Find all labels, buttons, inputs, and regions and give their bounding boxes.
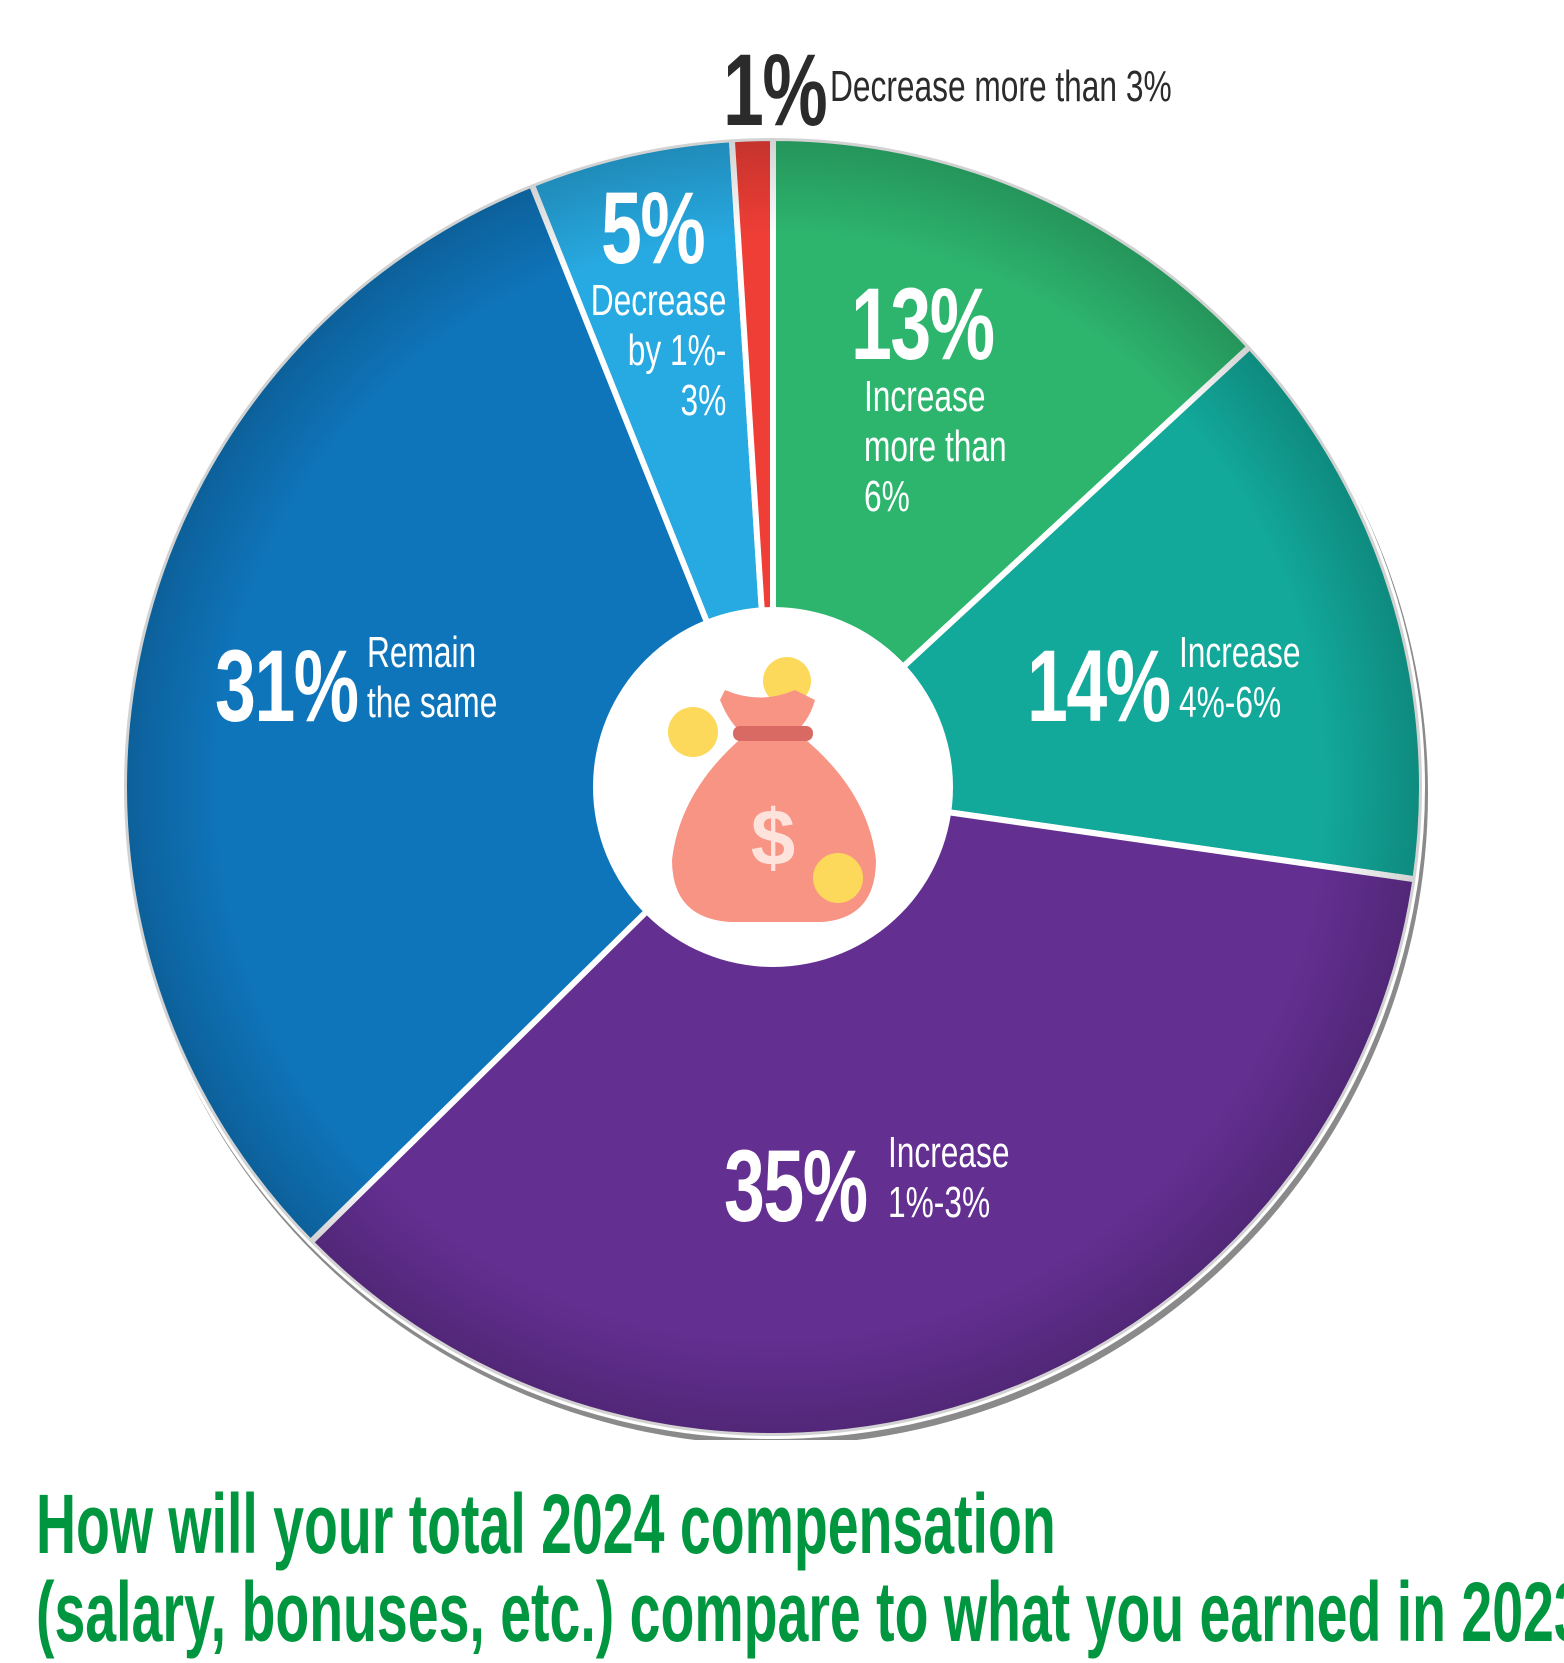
title-line-2: (salary, bonuses, etc.) compare to what …	[36, 1565, 1564, 1659]
label-value-increase-1-3: 35%	[724, 1129, 868, 1243]
label-line: 3%	[680, 376, 726, 425]
label-value-increase-4-6: 14%	[1027, 629, 1171, 743]
label-value-remain-same: 31%	[215, 629, 359, 743]
pie-chart: $	[124, 138, 1428, 1440]
label-line: Increase	[1179, 628, 1301, 677]
label-value-decrease-1-3: 5%	[601, 171, 706, 285]
label-line: Increase	[864, 372, 986, 421]
label-line: Remain	[367, 628, 477, 677]
label-line: 1%-3%	[888, 1178, 991, 1227]
label-line: 6%	[864, 472, 910, 521]
label-line: 4%-6%	[1179, 678, 1282, 727]
svg-text:$: $	[751, 793, 796, 882]
label-line: more than	[864, 422, 1007, 471]
label-text-remain-same: Remain the same	[367, 628, 497, 728]
money-bag-icon: $	[668, 657, 876, 922]
label-line: by 1%-	[627, 326, 726, 375]
label-value-decrease-more-than-3: 1%	[723, 33, 828, 147]
label-text-decrease-1-3: Decrease by 1%- 3%	[590, 276, 726, 426]
label-value-increase-more-than-6: 13%	[851, 267, 995, 381]
label-text-increase-more-than-6: Increase more than 6%	[864, 372, 1007, 522]
label-text-increase-4-6: Increase 4%-6%	[1179, 628, 1301, 728]
label-text-decrease-more-than-3: Decrease more than 3%	[830, 62, 1172, 111]
label-line: Increase	[888, 1128, 1010, 1177]
label-text-increase-1-3: Increase 1%-3%	[888, 1128, 1010, 1228]
title-line-1: How will your total 2024 compensation	[36, 1477, 1056, 1571]
chart-title: How will your total 2024 compensation (s…	[36, 1480, 1564, 1656]
label-line: Decrease	[590, 276, 726, 325]
label-line: the same	[367, 678, 498, 727]
